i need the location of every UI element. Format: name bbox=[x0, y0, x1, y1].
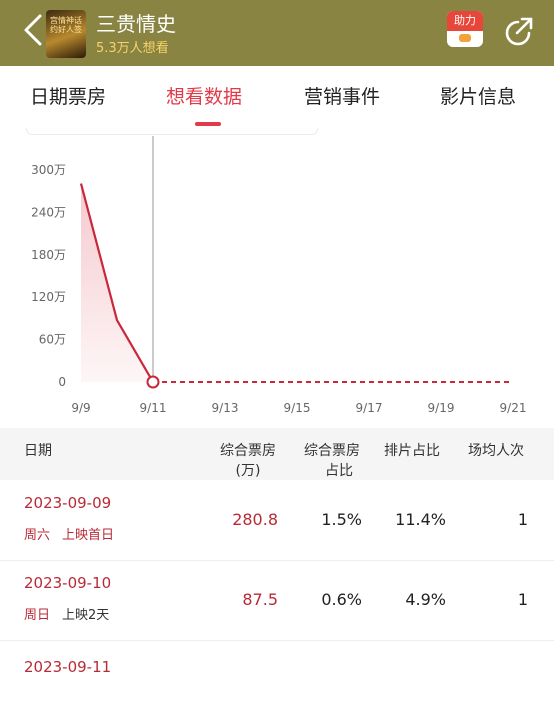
table-row[interactable]: 2023-09-10 周日 上映2天 87.5 0.6% 4.9% 1 bbox=[0, 562, 554, 641]
want-to-see-count: 5.3万人想看 bbox=[96, 37, 169, 56]
header-box-office-line1: 综合票房 bbox=[216, 440, 280, 460]
x-tick-label: 9/9 bbox=[71, 401, 90, 415]
tab-want-to-see-data[interactable]: 想看数据 bbox=[166, 82, 242, 109]
row-box-office: 87.5 bbox=[242, 590, 278, 609]
row-note: 上映首日 bbox=[62, 524, 114, 543]
row-date: 2023-09-10 bbox=[24, 574, 111, 592]
movie-title: 三贵情史 bbox=[96, 8, 176, 37]
x-tick-label: 9/11 bbox=[140, 401, 167, 415]
header-avg-attendance: 场均人次 bbox=[468, 440, 524, 460]
share-icon[interactable] bbox=[502, 14, 536, 48]
tooltip-card-edge bbox=[26, 128, 318, 135]
tab-movie-info[interactable]: 影片信息 bbox=[440, 82, 516, 109]
row-weekday: 周六 bbox=[24, 524, 50, 543]
row-avg: 1 bbox=[518, 590, 528, 609]
row-schedule: 11.4% bbox=[395, 510, 446, 529]
table-row[interactable]: 2023-09-11 bbox=[0, 642, 554, 720]
boost-label: 助力 bbox=[447, 11, 483, 31]
header-box-office: 综合票房 (万) bbox=[216, 440, 280, 480]
row-date: 2023-09-11 bbox=[24, 658, 111, 676]
boost-button[interactable]: 助力 bbox=[447, 11, 483, 47]
row-share: 0.6% bbox=[321, 590, 362, 609]
tab-bar: 日期票房 想看数据 营销事件 影片信息 bbox=[0, 66, 554, 128]
y-tick-label: 60万 bbox=[39, 333, 66, 347]
y-tick-label: 240万 bbox=[31, 205, 66, 219]
tab-daily-box-office[interactable]: 日期票房 bbox=[30, 82, 106, 109]
header-schedule-share: 排片占比 bbox=[384, 440, 440, 460]
y-tick-label: 0 bbox=[58, 375, 66, 389]
row-weekday: 周日 bbox=[24, 604, 50, 623]
y-tick-label: 180万 bbox=[31, 248, 66, 262]
header-share-line2: 占比 bbox=[300, 460, 364, 480]
chart-container: 0 60万 120万 180万 240万 300万 9/9 9/11 9/13 9/15 9/17 9… bbox=[0, 128, 554, 428]
x-tick-label: 9/17 bbox=[356, 401, 383, 415]
header-box-office-share: 综合票房 占比 bbox=[300, 440, 364, 480]
table-header: 日期 综合票房 (万) 综合票房 占比 排片占比 场均人次 bbox=[0, 428, 554, 480]
y-tick-label: 120万 bbox=[31, 290, 66, 304]
table-row[interactable]: 2023-09-09 周六 上映首日 280.8 1.5% 11.4% 1 bbox=[0, 482, 554, 561]
tab-marketing-events[interactable]: 营销事件 bbox=[304, 82, 380, 109]
x-tick-label: 9/13 bbox=[212, 401, 239, 415]
row-share: 1.5% bbox=[321, 510, 362, 529]
row-date: 2023-09-09 bbox=[24, 494, 111, 512]
active-tab-indicator bbox=[195, 122, 221, 126]
row-box-office: 280.8 bbox=[232, 510, 278, 529]
header-date: 日期 bbox=[24, 440, 52, 460]
row-schedule: 4.9% bbox=[405, 590, 446, 609]
header-box-office-line2: (万) bbox=[216, 460, 280, 480]
highlighted-data-point bbox=[148, 377, 159, 388]
boost-icon bbox=[459, 34, 471, 42]
row-note: 上映2天 bbox=[62, 604, 109, 623]
x-tick-label: 9/15 bbox=[284, 401, 311, 415]
y-tick-label: 300万 bbox=[31, 163, 66, 177]
movie-header: 宫情神话 约好人签 三贵情史 5.3万人想看 助力 bbox=[0, 0, 554, 66]
movie-poster[interactable]: 宫情神话 约好人签 bbox=[46, 10, 86, 58]
series-area bbox=[81, 184, 153, 382]
header-share-line1: 综合票房 bbox=[300, 440, 364, 460]
x-tick-label: 9/21 bbox=[500, 401, 527, 415]
x-tick-label: 9/19 bbox=[428, 401, 455, 415]
poster-text: 宫情神话 约好人签 bbox=[46, 10, 86, 34]
box-office-chart[interactable]: 0 60万 120万 180万 240万 300万 9/9 9/11 9/13 9/15 9/17 9… bbox=[0, 128, 554, 428]
row-avg: 1 bbox=[518, 510, 528, 529]
